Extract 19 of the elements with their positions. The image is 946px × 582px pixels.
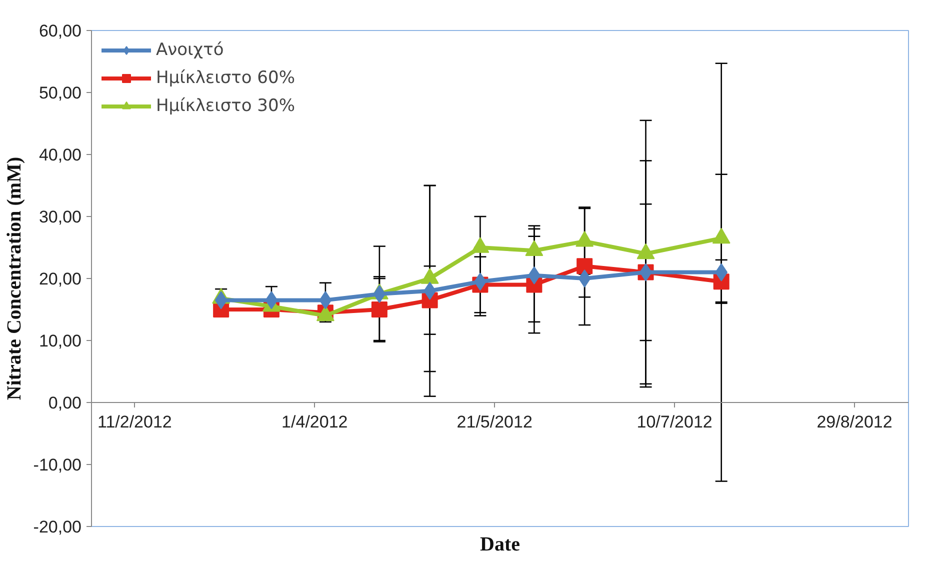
- x-tick-label: 10/7/2012: [636, 412, 712, 432]
- y-tick-label: -10,00: [33, 456, 82, 474]
- y-tick-label: 50,00: [38, 84, 82, 102]
- y-tick-label: -20,00: [33, 518, 82, 536]
- y-tick-label: 0,00: [48, 394, 82, 412]
- x-tick-label: 21/5/2012: [456, 412, 532, 432]
- y-tick-label: 40,00: [38, 146, 82, 164]
- y-tick-label: 10,00: [38, 332, 82, 350]
- y-tick-label: 30,00: [38, 208, 82, 226]
- legend-label: Ημίκλειστο 60%: [156, 68, 295, 88]
- x-tick-label: 29/8/2012: [816, 412, 892, 432]
- y-tick-label: 20,00: [38, 270, 82, 288]
- x-axis-title: Date: [480, 534, 520, 556]
- legend-label: Ημίκλειστο 30%: [156, 96, 295, 116]
- legend-label: Ανοιχτό: [156, 40, 224, 60]
- x-tick-label: 11/2/2012: [98, 412, 172, 432]
- y-tick-label: 60,00: [38, 22, 82, 40]
- y-axis-title: Nitrate Concentration (mM): [3, 156, 26, 400]
- x-tick-label: 1/4/2012: [282, 412, 348, 432]
